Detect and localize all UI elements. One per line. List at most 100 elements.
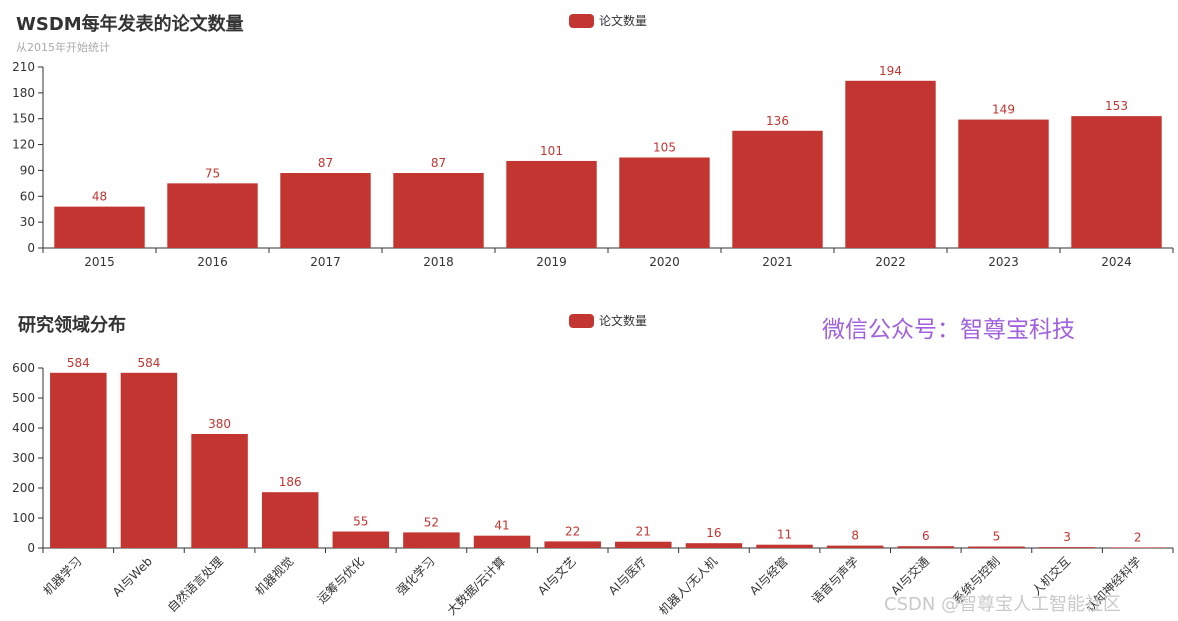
y-tick-label: 30: [20, 215, 35, 229]
y-tick-label: 180: [12, 86, 35, 100]
y-tick-label: 600: [12, 361, 35, 375]
bar: [473, 535, 531, 548]
chart-panel-yearly: WSDM每年发表的论文数量 从2015年开始统计 论文数量 0 30 60 90 120…: [0, 0, 1178, 300]
x-tick-label: 机器人/无人机: [656, 554, 720, 618]
x-tick-label: 自然语言处理: [164, 554, 226, 616]
x-tick-label: AI与文艺: [534, 554, 578, 598]
bar: [1109, 547, 1166, 548]
x-tick-label: 2024: [1101, 255, 1132, 269]
bar: [845, 80, 936, 249]
bar: [756, 544, 813, 548]
bar: [1038, 547, 1096, 548]
data-label: 21: [636, 525, 651, 539]
data-label: 584: [67, 356, 90, 370]
data-label: 2: [1134, 530, 1142, 544]
bar: [393, 173, 484, 248]
data-label: 11: [777, 528, 792, 542]
data-label: 3: [1063, 530, 1071, 544]
x-tick-label: 机器学习: [40, 554, 85, 599]
x-tick-label: AI与Web: [110, 554, 155, 599]
x-tick-label: 2017: [310, 255, 341, 269]
data-label: 584: [137, 356, 160, 370]
data-label: 153: [1105, 99, 1128, 113]
y-tick-label: 0: [27, 241, 35, 255]
x-tick-label: 2019: [536, 255, 567, 269]
x-tick-label: 大数据/云计算: [444, 554, 508, 618]
data-label: 186: [279, 475, 302, 489]
y-tick-label: 400: [12, 421, 35, 435]
bar: [54, 206, 145, 248]
bar: [261, 492, 319, 548]
legend-swatch: [569, 313, 594, 328]
bar: [958, 119, 1049, 248]
bar: [50, 372, 107, 548]
x-tick-label: 语音与声学: [808, 554, 861, 607]
bar: [544, 541, 601, 548]
data-label: 5: [993, 530, 1001, 544]
x-tick-label: 2023: [988, 255, 1019, 269]
bar: [615, 541, 672, 548]
x-tick-label: 2022: [875, 255, 906, 269]
legend-item[interactable]: 论文数量: [569, 12, 647, 29]
legend-label: 论文数量: [599, 14, 648, 28]
data-label: 380: [208, 417, 231, 431]
bar: [897, 546, 955, 548]
bar: [403, 532, 460, 548]
bar: [826, 545, 884, 548]
chart-title: WSDM每年发表的论文数量: [16, 14, 244, 35]
y-tick-label: 210: [12, 60, 35, 74]
data-label: 136: [766, 114, 789, 128]
bar: [332, 531, 390, 548]
bar: [167, 183, 258, 248]
x-tick-label: 2016: [197, 255, 228, 269]
data-label: 16: [706, 526, 721, 540]
chart-title: 研究领域分布: [18, 315, 126, 336]
data-label: 8: [851, 529, 859, 543]
x-tick-label: 2015: [84, 255, 115, 269]
bar-chart-yearly: 0 30 60 90 120 150 180 210 48 2015 75 2016 87 2017 87 2…: [12, 60, 1174, 269]
bar: [968, 546, 1025, 548]
data-label: 22: [565, 524, 580, 538]
x-tick-label: 运筹与优化: [315, 554, 367, 606]
bar: [619, 157, 710, 248]
legend-item[interactable]: 论文数量: [569, 312, 647, 329]
data-label: 52: [424, 515, 439, 529]
data-label: 87: [318, 156, 333, 170]
y-tick-label: 150: [12, 112, 35, 126]
y-tick-label: 0: [27, 541, 35, 555]
bar: [685, 543, 743, 548]
bar: [120, 372, 178, 548]
y-tick-label: 300: [12, 451, 35, 465]
chart-panel-fields: 研究领域分布 论文数量 微信公众号：智尊宝科技 0 100 200 300 400 500…: [0, 300, 1178, 621]
x-tick-label: 2018: [423, 255, 454, 269]
y-tick-label: 200: [12, 481, 35, 495]
bar: [732, 130, 823, 248]
data-label: 105: [653, 141, 676, 155]
wechat-watermark: 微信公众号：智尊宝科技: [822, 317, 1075, 343]
data-label: 75: [205, 166, 220, 180]
chart-subtitle: 从2015年开始统计: [16, 41, 110, 54]
bar: [191, 434, 248, 548]
y-tick-label: 120: [12, 138, 35, 152]
legend-label: 论文数量: [599, 314, 648, 328]
data-label: 101: [540, 144, 563, 158]
x-tick-label: 2021: [762, 255, 793, 269]
bar: [1071, 116, 1162, 248]
data-label: 194: [879, 64, 902, 78]
y-tick-label: 90: [20, 163, 35, 177]
y-tick-label: 500: [12, 391, 35, 405]
x-tick-label: 2020: [649, 255, 680, 269]
x-tick-label: AI与经管: [746, 554, 790, 598]
bar: [280, 173, 371, 248]
x-tick-label: AI与医疗: [606, 554, 650, 598]
data-label: 6: [922, 529, 930, 543]
data-label: 87: [431, 156, 446, 170]
x-tick-label: 机器视觉: [252, 554, 297, 599]
data-label: 48: [92, 190, 107, 204]
x-tick-label: 强化学习: [393, 554, 438, 599]
legend-swatch: [569, 13, 594, 28]
bar: [506, 160, 597, 248]
data-label: 55: [353, 515, 368, 529]
y-tick-label: 60: [20, 189, 35, 203]
data-label: 149: [992, 103, 1015, 117]
